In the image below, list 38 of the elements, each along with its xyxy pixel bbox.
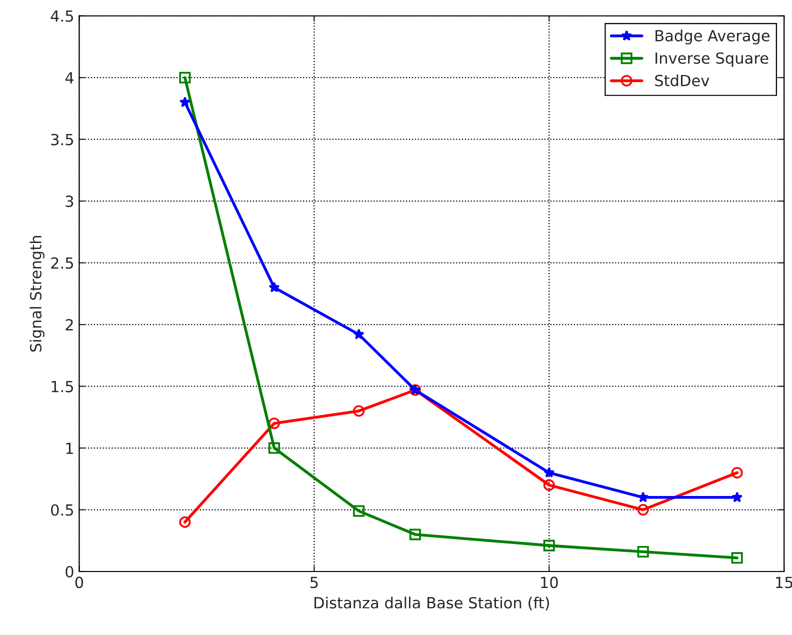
point: [179, 96, 190, 108]
y-tick-label: 4: [65, 72, 74, 84]
point: [637, 546, 649, 558]
point: [409, 528, 421, 540]
point: [638, 492, 649, 502]
point: [732, 492, 743, 502]
legend-label: Badge Average: [656, 30, 770, 44]
point: [353, 405, 365, 417]
point: [731, 552, 743, 564]
y-tick-label: 1: [66, 442, 73, 454]
y-tick-label: 2: [66, 319, 73, 330]
y-tick-label: 0: [66, 566, 74, 578]
y-tick-label: 3: [66, 196, 74, 208]
x-tick-label: 0: [75, 576, 84, 588]
y-tick-label: 0.5: [51, 504, 74, 516]
x-tick-label: 5: [310, 576, 318, 588]
point: [179, 516, 191, 528]
point: [268, 282, 280, 292]
point: [637, 504, 649, 516]
point: [268, 418, 280, 430]
x-axis-title: Distanza dalla Base Station (ft): [314, 596, 549, 610]
y-tick-label: 3.5: [51, 134, 74, 146]
x-tick-label: 10: [541, 576, 558, 588]
point: [544, 466, 555, 478]
legend-label: Inverse Square: [656, 52, 768, 67]
point: [731, 466, 743, 478]
y-tick-label: 2.5: [51, 257, 74, 269]
y-tick-label: 1.5: [52, 380, 74, 392]
point: [543, 479, 555, 491]
point: [179, 72, 191, 84]
legend-label: StdDev: [655, 74, 710, 86]
y-tick-label: 4.5: [50, 10, 74, 22]
x-tick-label: 15: [776, 576, 792, 588]
point: [353, 328, 364, 340]
point: [353, 505, 365, 517]
point: [268, 442, 280, 454]
y-axis-title: Signal Strength: [30, 236, 44, 352]
point: [543, 540, 555, 552]
